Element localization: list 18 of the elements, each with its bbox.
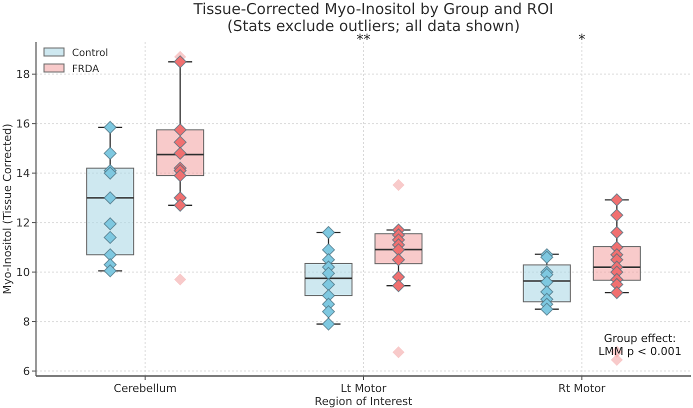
legend-label: Control — [72, 48, 108, 59]
y-axis-title: Myo-Inositol (Tissue Corrected) — [1, 124, 14, 294]
y-tick-label: 18 — [16, 68, 30, 82]
y-tick-label: 10 — [16, 266, 30, 279]
x-tick-label: Rt Motor — [558, 382, 606, 395]
x-tick-label: Lt Motor — [340, 382, 387, 395]
x-tick-label: Cerebellum — [114, 382, 177, 395]
chart-title: Tissue-Corrected Myo-Inositol by Group and ROI (Stats exclude outliers; all data shown) — [192, 0, 554, 35]
annotation: Group effect: LMM p < 0.001 — [598, 332, 682, 358]
x-axis-title: Region of Interest — [314, 395, 413, 408]
y-tick-label: 14 — [16, 166, 30, 180]
y-tick-label: 12 — [16, 216, 30, 230]
annotation: * — [578, 32, 586, 48]
y-tick-label: 8 — [23, 315, 30, 328]
legend-label: FRDA — [72, 64, 100, 75]
y-tick-label: 16 — [16, 117, 30, 130]
annotation: ** — [356, 32, 370, 48]
y-tick-label: 6 — [23, 364, 30, 378]
